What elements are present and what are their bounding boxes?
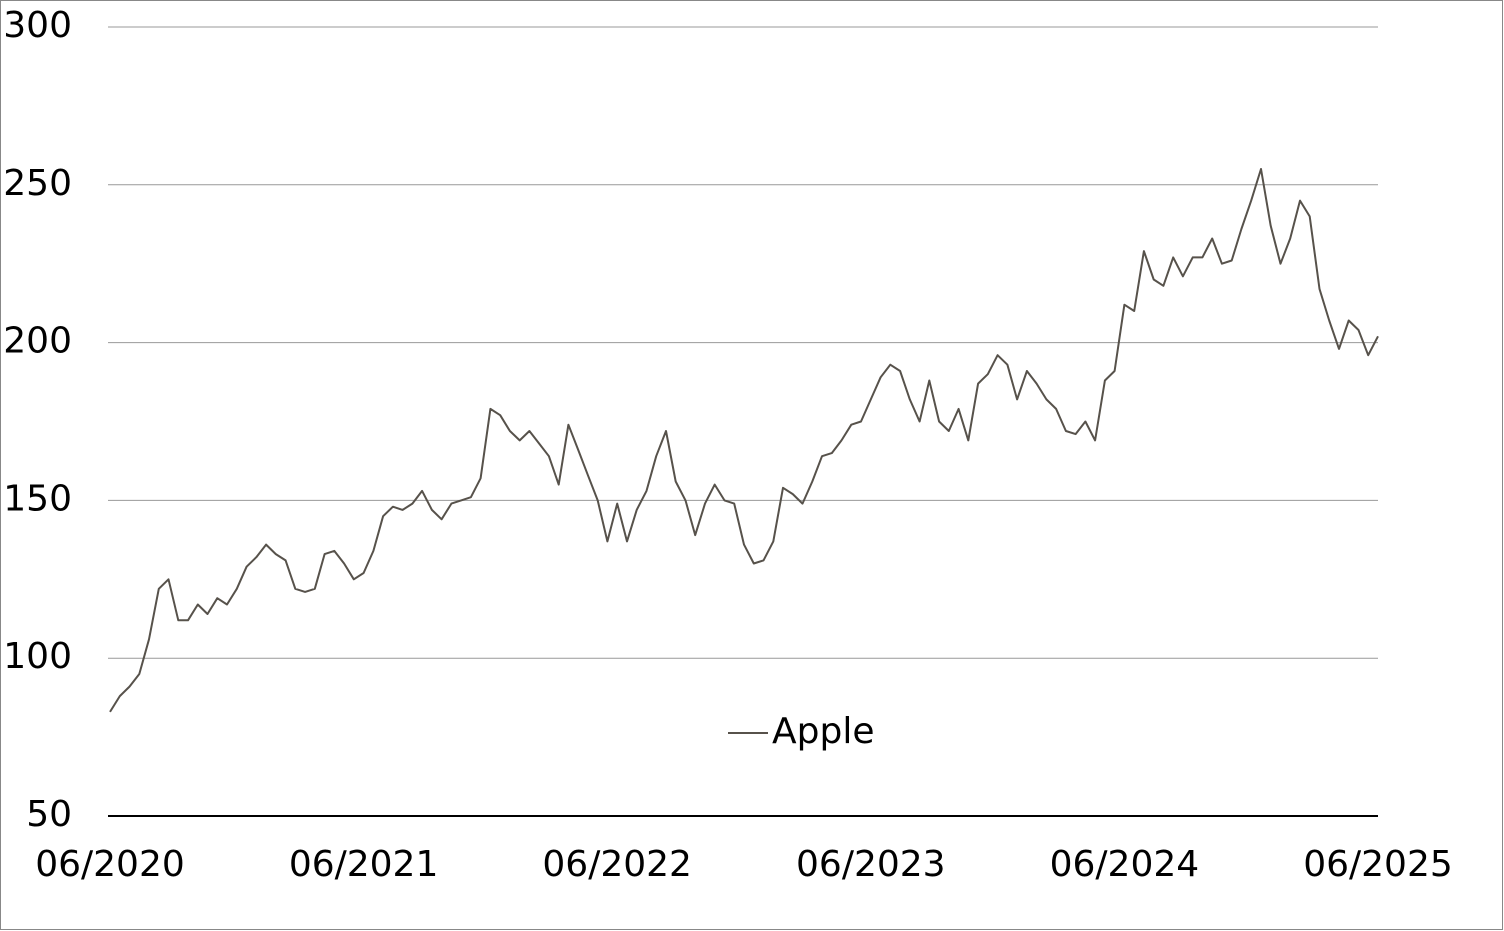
x-tick-label: 06/2020 [35,844,185,885]
x-tick-label: 06/2022 [542,844,692,885]
x-tick-label: 06/2025 [1303,844,1453,885]
y-tick-label: 100 [3,636,72,677]
y-tick-label: 200 [3,321,72,362]
x-tick-label: 06/2024 [1050,844,1200,885]
x-tick-label: 06/2023 [796,844,946,885]
data-line [109,168,1379,713]
legend-label: Apple [772,711,874,752]
y-tick-label: 300 [3,5,72,46]
y-tick-label: 250 [3,163,72,204]
y-tick-label: 150 [3,478,72,519]
x-tick-label: 06/2021 [289,844,439,885]
y-tick-label: 50 [26,794,72,835]
